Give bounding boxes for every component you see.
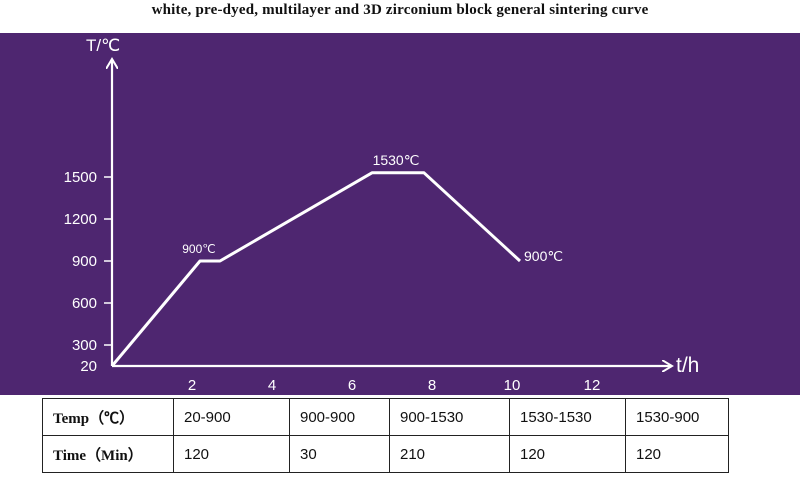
x-tick-label: 2	[188, 377, 196, 394]
table-cell: 1530-900	[625, 398, 729, 436]
y-tick-label: 20	[80, 358, 97, 375]
data-annotation: 900℃	[182, 242, 216, 256]
y-tick-label: 1500	[64, 169, 97, 186]
sintering-table: Temp（℃） 20-900 900-900 900-1530 1530-153…	[42, 398, 729, 473]
table-cell: 120	[509, 435, 626, 473]
annotation-group: 900℃ 1530℃ 900℃	[182, 152, 563, 264]
y-tick-label: 600	[72, 295, 97, 312]
sintering-curve-chart: t/h T/℃ 2 4 6 8 10 12 20 300 600 900 1200 1500 900…	[64, 36, 700, 394]
table-cell: 20-900	[173, 398, 290, 436]
table-cell: 30	[289, 435, 390, 473]
table-cell: 900-1530	[389, 398, 510, 436]
table-cell: 120	[625, 435, 729, 473]
chart-title: white, pre-dyed, multilayer and 3D zirco…	[151, 2, 649, 18]
x-tick-label: 4	[268, 377, 276, 394]
data-annotation: 900℃	[524, 248, 563, 264]
table-row: Temp（℃） 20-900 900-900 900-1530 1530-153…	[42, 398, 729, 436]
table-cell: 1530-1530	[509, 398, 626, 436]
table-cell: 120	[173, 435, 290, 473]
y-tick-label: 300	[72, 337, 97, 354]
table-row-header: Time（Min）	[42, 435, 174, 473]
y-axis-label: T/℃	[86, 36, 120, 55]
table-cell: 900-900	[289, 398, 390, 436]
chart-panel: t/h T/℃ 2 4 6 8 10 12 20 300 600 900 1200 1500 900…	[0, 33, 800, 395]
x-tick-labels: 2 4 6 8 10 12	[188, 377, 601, 394]
table-cell: 210	[389, 435, 510, 473]
x-tick-label: 12	[584, 377, 601, 394]
table-row-header: Temp（℃）	[42, 398, 174, 436]
sintering-curve-line	[110, 171, 522, 367]
data-annotation: 1530℃	[373, 152, 420, 168]
x-tick-label: 8	[428, 377, 436, 394]
series-group	[110, 171, 522, 367]
x-tick-label: 10	[504, 377, 521, 394]
table-row: Time（Min） 120 30 210 120 120	[42, 435, 729, 473]
y-tick-label: 1200	[64, 211, 97, 228]
y-tick-label: 900	[72, 253, 97, 270]
x-axis-label: t/h	[676, 354, 699, 377]
y-tick-labels: 20 300 600 900 1200 1500	[64, 169, 112, 375]
x-tick-label: 6	[348, 377, 356, 394]
